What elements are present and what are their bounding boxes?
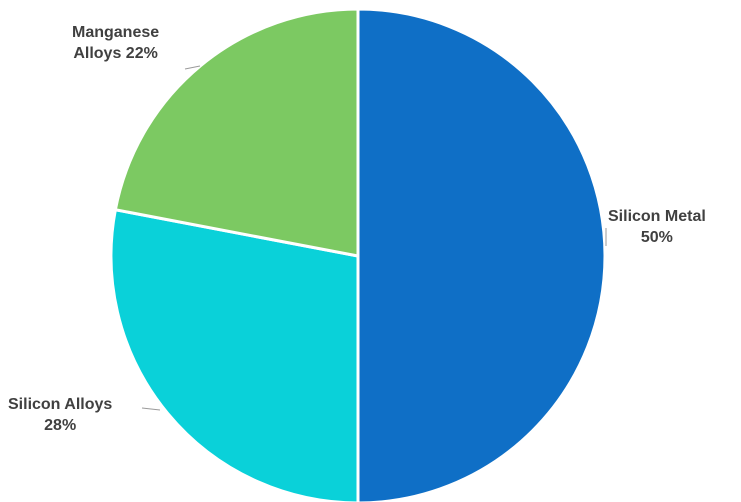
leader-line-manganese-alloys (184, 65, 201, 70)
data-label-silicon-alloys-name: Silicon Alloys (8, 396, 113, 413)
data-label-silicon-metal-name: Silicon Metal (608, 208, 706, 225)
leader-lines (141, 65, 607, 411)
leader-line-silicon-alloys (141, 407, 161, 411)
pie-slice-silicon-alloys (109, 207, 360, 502)
pie-slice-silicon-metal (356, 7, 607, 502)
data-label-silicon-alloys-value: 28% (44, 417, 77, 434)
data-label-manganese-alloys: Manganese Alloys 22% (72, 22, 159, 64)
data-label-manganese-alloys-name: Manganese (72, 24, 160, 41)
data-label-silicon-alloys: Silicon Alloys 28% (8, 394, 112, 436)
pie-slices (109, 7, 607, 502)
data-label-manganese-alloys-value: Alloys 22% (73, 45, 158, 62)
data-label-silicon-metal: Silicon Metal 50% (608, 206, 706, 248)
data-label-silicon-metal-value: 50% (640, 229, 673, 246)
pie-slice-manganese-alloys (113, 7, 360, 258)
